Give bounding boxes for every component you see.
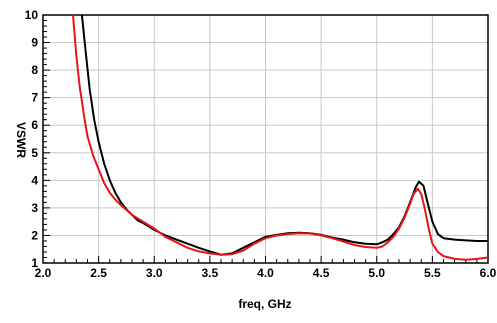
y-axis-title: VSWR: [14, 122, 28, 158]
y-tick-label: 6: [31, 118, 38, 132]
x-tick-label: 3.5: [202, 266, 219, 280]
y-tick-label: 5: [31, 146, 38, 160]
x-tick-label: 6.0: [480, 266, 497, 280]
x-axis-title: freq, GHz: [238, 297, 291, 311]
x-tick-label: 4.0: [257, 266, 274, 280]
x-tick-label: 5.0: [368, 266, 385, 280]
y-tick-label: 7: [31, 91, 38, 105]
x-tick-label: 4.5: [313, 266, 330, 280]
y-tick-label: 2: [31, 228, 38, 242]
y-tick-label: 3: [31, 201, 38, 215]
x-tick-label: 3.0: [146, 266, 163, 280]
x-tick-labels: 2.0 2.5 3.0 3.5 4.0 4.5 5.0 5.5 6.0: [35, 266, 497, 280]
x-tick-label: 5.5: [424, 266, 441, 280]
x-tick-label: 2.5: [90, 266, 107, 280]
y-tick-label: 9: [31, 36, 38, 50]
x-tick-label: 2.0: [35, 266, 52, 280]
y-tick-label: 1: [31, 256, 38, 270]
y-tick-labels: 1 2 3 4 5 6 7 8 9 10: [25, 8, 39, 270]
y-tick-label: 8: [31, 63, 38, 77]
y-tick-label: 10: [25, 8, 39, 22]
series-lines: [72, 14, 489, 261]
series-line-1: [72, 14, 489, 261]
y-tick-label: 4: [31, 173, 38, 187]
plot-frame: [42, 14, 489, 264]
grid: [43, 15, 488, 263]
